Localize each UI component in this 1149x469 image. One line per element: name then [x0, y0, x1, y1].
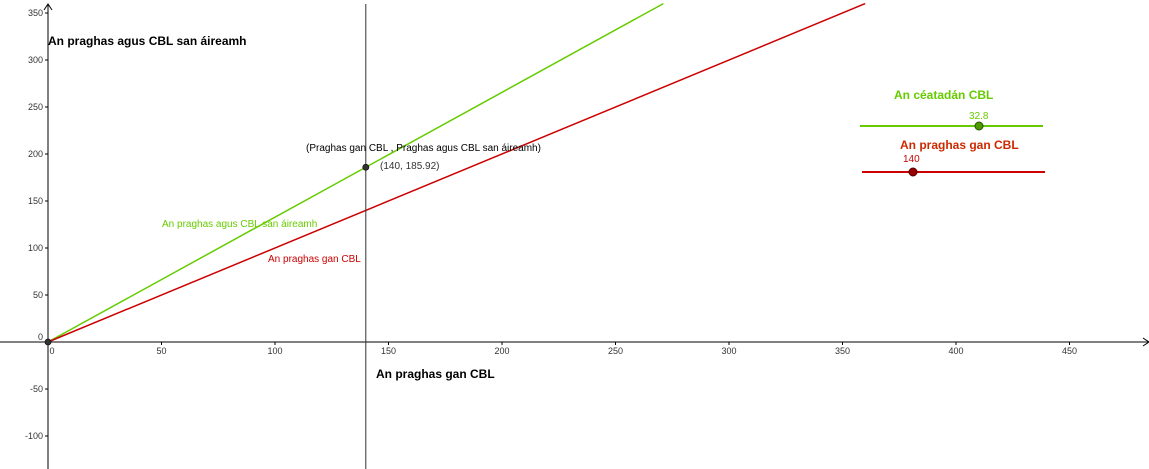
x-tick-label: 450	[1062, 346, 1077, 356]
y-tick-label: 50	[33, 290, 43, 300]
y-tick-label: -100	[25, 431, 43, 441]
x-tick-label: 200	[494, 346, 509, 356]
x-tick-labels: 0 50 100 150 200 250 300 350 400 450	[47, 342, 1077, 356]
x-tick-label: 300	[721, 346, 736, 356]
price-slider-handle[interactable]	[908, 167, 918, 177]
y-tick-label: 300	[28, 55, 43, 65]
series-label-without-vat: An praghas gan CBL	[268, 254, 361, 265]
y-tick-label: 150	[28, 196, 43, 206]
x-tick-label: 150	[381, 346, 396, 356]
point-coordinates: (140, 185.92)	[380, 161, 440, 172]
x-tick-label: 250	[608, 346, 623, 356]
vat-rate-slider[interactable]: An céatadán CBL 32.8	[860, 88, 1043, 131]
series-label-with-vat: An praghas agus CBL san áireamh	[162, 219, 317, 230]
x-tick-label: 400	[948, 346, 963, 356]
x-tick-label: 50	[156, 346, 166, 356]
price-slider[interactable]: An praghas gan CBL 140	[862, 138, 1045, 177]
plot-lines	[47, 2, 866, 469]
y-tick-label: 250	[28, 102, 43, 112]
point-caption: (Praghas gan CBL , Praghas agus CBL san …	[306, 143, 541, 154]
vat-rate-slider-title: An céatadán CBL	[894, 88, 993, 102]
series-line-without-vat	[47, 2, 866, 343]
intersection-point[interactable]	[362, 163, 370, 171]
x-tick-label: 100	[267, 346, 282, 356]
x-axis-arrow	[1142, 337, 1149, 347]
y-tick-label: 100	[28, 243, 43, 253]
series-line-with-vat	[47, 2, 664, 343]
origin-point[interactable]	[44, 338, 52, 346]
y-axis-title: An praghas agus CBL san áireamh	[48, 34, 247, 48]
y-tick-label: 0	[38, 332, 43, 342]
vat-rate-slider-handle[interactable]	[974, 121, 984, 131]
y-axis-arrow	[43, 3, 53, 11]
price-slider-title: An praghas gan CBL	[900, 138, 1019, 152]
y-tick-label: -50	[30, 384, 43, 394]
vat-rate-slider-value: 32.8	[969, 111, 989, 122]
y-tick-labels: -100 -50 0 50 100 150 200 250 300 350	[25, 8, 48, 441]
x-axis-title: An praghas gan CBL	[376, 367, 495, 381]
y-tick-label: 350	[28, 8, 43, 18]
x-tick-label: 350	[835, 346, 850, 356]
plot-points	[44, 163, 370, 346]
price-slider-value: 140	[903, 154, 920, 165]
axes	[0, 3, 1149, 469]
y-tick-label: 200	[28, 149, 43, 159]
x-tick-label: 0	[49, 346, 54, 356]
